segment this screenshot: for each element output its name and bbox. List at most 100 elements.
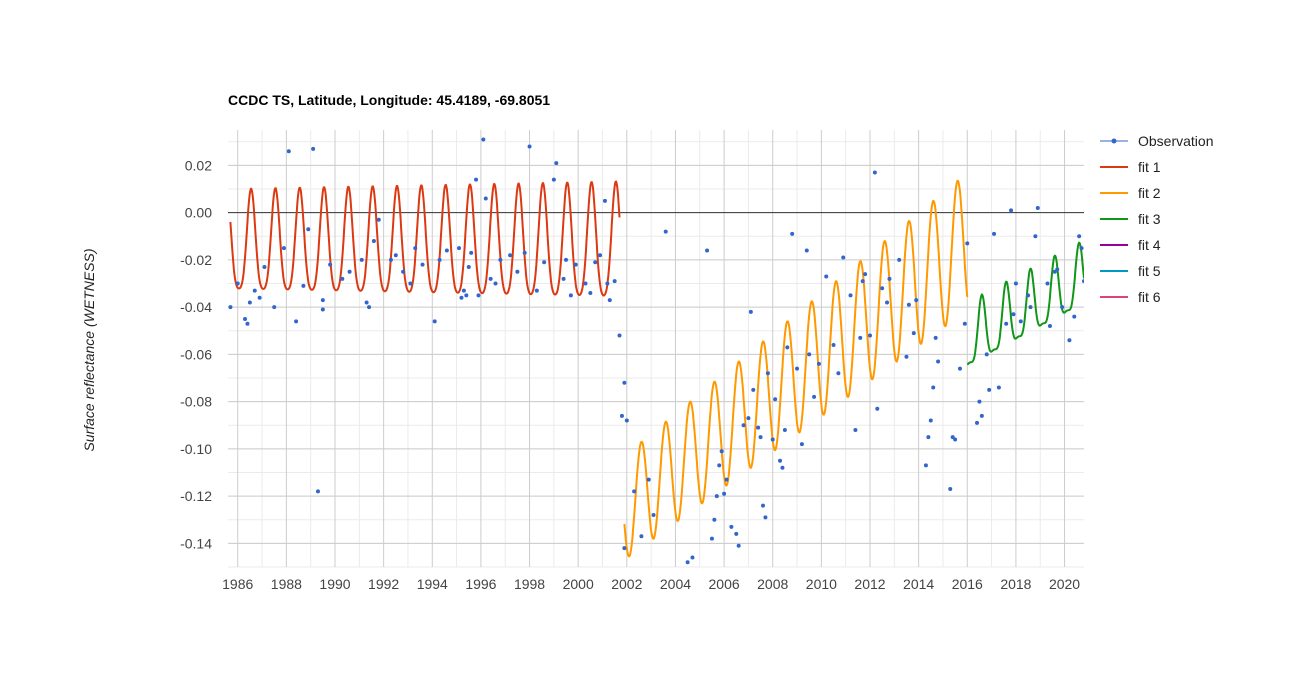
observation-point xyxy=(554,161,559,166)
observation-point xyxy=(712,517,717,522)
observation-point xyxy=(568,293,573,298)
observation-point xyxy=(605,281,610,286)
x-tick-label: 1994 xyxy=(417,576,448,592)
observation-point xyxy=(1082,279,1084,284)
observation-point xyxy=(252,288,257,293)
observation-point xyxy=(936,359,941,364)
x-tick-label: 1996 xyxy=(465,576,496,592)
observation-point xyxy=(1013,281,1018,286)
legend-label: fit 6 xyxy=(1138,289,1161,305)
plot-area xyxy=(228,137,1084,565)
legend-item[interactable]: fit 5 xyxy=(1100,263,1161,279)
observation-point xyxy=(1077,234,1082,239)
observation-point xyxy=(928,418,933,423)
y-tick-label: -0.14 xyxy=(180,535,212,551)
x-tick-label: 2020 xyxy=(1049,576,1080,592)
observation-point xyxy=(393,253,398,258)
observation-point xyxy=(561,276,566,281)
x-tick-label: 2012 xyxy=(854,576,885,592)
observation-point xyxy=(763,515,768,520)
x-tick-label: 2010 xyxy=(806,576,837,592)
legend-label: fit 1 xyxy=(1138,159,1161,175)
legend-label: fit 4 xyxy=(1138,237,1161,253)
legend-marker xyxy=(1111,138,1117,144)
observation-point xyxy=(836,371,841,376)
observation-point xyxy=(376,217,381,222)
observation-point xyxy=(992,231,997,236)
observation-point xyxy=(858,335,863,340)
observation-point xyxy=(748,309,753,314)
observation-point xyxy=(619,413,624,418)
legend-item[interactable]: Observation xyxy=(1100,133,1213,149)
series-line-fit-1 xyxy=(229,180,621,297)
observation-point xyxy=(444,248,449,253)
observation-point xyxy=(498,257,503,262)
observation-point xyxy=(488,276,493,281)
observation-point xyxy=(612,279,617,284)
legend-item[interactable]: fit 2 xyxy=(1100,185,1161,201)
observation-point xyxy=(914,298,919,303)
observation-point xyxy=(483,196,488,201)
x-tick-label: 2018 xyxy=(1000,576,1031,592)
observation-point xyxy=(515,269,520,274)
observation-point xyxy=(461,288,466,293)
observation-point xyxy=(646,477,651,482)
observation-point xyxy=(790,231,795,236)
observation-point xyxy=(714,494,719,499)
observation-point xyxy=(262,265,267,270)
x-tick-label: 2002 xyxy=(611,576,642,592)
observation-point xyxy=(294,319,299,324)
observation-point xyxy=(782,427,787,432)
observation-point xyxy=(257,295,262,300)
observation-point xyxy=(272,305,277,310)
legend-item[interactable]: fit 3 xyxy=(1100,211,1161,227)
observation-point xyxy=(848,293,853,298)
observation-point xyxy=(437,257,442,262)
x-tick-label: 2006 xyxy=(709,576,740,592)
observation-point xyxy=(799,442,804,447)
observation-point xyxy=(413,246,418,251)
observation-point xyxy=(722,491,727,496)
observation-point xyxy=(508,253,513,258)
legend-item[interactable]: fit 4 xyxy=(1100,237,1161,253)
x-tick-label: 1986 xyxy=(222,576,253,592)
observation-point xyxy=(931,385,936,390)
observation-point xyxy=(493,281,498,286)
observation-point xyxy=(719,449,724,454)
observation-point xyxy=(1060,305,1065,310)
observation-point xyxy=(301,283,306,288)
legend-item[interactable]: fit 1 xyxy=(1100,159,1161,175)
observation-point xyxy=(1028,305,1033,310)
observation-point xyxy=(564,257,569,262)
x-tick-label: 1988 xyxy=(271,576,302,592)
legend-item[interactable]: fit 6 xyxy=(1100,289,1161,305)
observation-point xyxy=(987,387,992,392)
observation-point xyxy=(923,463,928,468)
observation-point xyxy=(622,546,627,551)
observation-point xyxy=(320,307,325,312)
observation-point xyxy=(1009,208,1014,213)
observation-point xyxy=(364,300,369,305)
observation-point xyxy=(984,352,989,357)
observation-point xyxy=(320,298,325,303)
observation-point xyxy=(685,560,690,565)
observation-point xyxy=(746,416,751,421)
x-tick-label: 2014 xyxy=(903,576,934,592)
observation-point xyxy=(583,281,588,286)
observation-point xyxy=(551,177,556,182)
observation-point xyxy=(863,272,868,277)
observation-point xyxy=(602,198,607,203)
observation-point xyxy=(853,427,858,432)
observation-point xyxy=(996,385,1001,390)
y-tick-label: -0.06 xyxy=(180,346,212,362)
series-line-fit-2 xyxy=(623,179,969,558)
observation-point xyxy=(281,246,286,251)
legend[interactable]: Observation fit 1 fit 2 fit 3 fit 4 fit 5 fit … xyxy=(1100,133,1213,305)
observation-point xyxy=(807,352,812,357)
legend-label: fit 5 xyxy=(1138,263,1161,279)
y-axis-label: Surface reflectance (WETNESS) xyxy=(81,248,97,451)
observation-point xyxy=(311,146,316,151)
observation-point xyxy=(736,543,741,548)
observation-point xyxy=(247,300,252,305)
observation-point xyxy=(785,345,790,350)
